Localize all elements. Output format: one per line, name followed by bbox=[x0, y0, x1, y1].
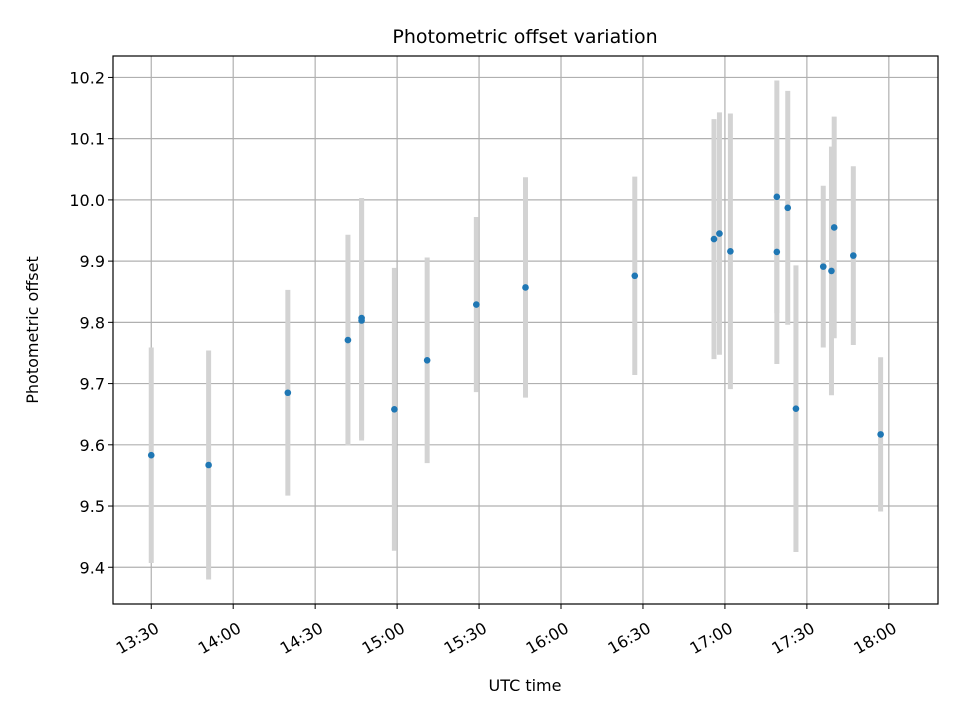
data-point bbox=[716, 230, 723, 237]
plot-frame bbox=[112, 55, 939, 605]
x-axis-title: UTC time bbox=[489, 676, 562, 695]
data-point bbox=[631, 272, 639, 280]
data-point bbox=[391, 405, 398, 413]
data-point bbox=[830, 224, 838, 231]
data-point bbox=[284, 389, 292, 397]
chart-title: Photometric offset variation bbox=[392, 26, 657, 48]
data-point bbox=[784, 204, 792, 212]
y-tick-label: 9.4 bbox=[80, 558, 105, 577]
data-point bbox=[358, 317, 365, 324]
data-point bbox=[522, 284, 529, 291]
data-point bbox=[877, 431, 884, 438]
data-point bbox=[792, 405, 800, 412]
y-tick-label: 9.8 bbox=[80, 313, 105, 332]
data-point bbox=[773, 248, 781, 256]
y-axis: 9.4 9.5 9.6 9.7 9.8 9.9 10.0 10.1 10.2 bbox=[69, 68, 113, 577]
data-point bbox=[473, 301, 480, 308]
data-point bbox=[828, 267, 835, 275]
data-point bbox=[147, 451, 155, 459]
data-point bbox=[205, 461, 212, 469]
data-point bbox=[710, 235, 718, 243]
y-tick-label: 10.2 bbox=[69, 68, 105, 87]
data-point bbox=[819, 263, 827, 270]
y-tick-label: 9.7 bbox=[80, 375, 105, 394]
data-point bbox=[344, 336, 352, 344]
data-point bbox=[423, 357, 431, 364]
data-point bbox=[727, 248, 734, 255]
y-tick-label: 9.5 bbox=[80, 497, 105, 516]
y-tick-label: 10.0 bbox=[69, 191, 105, 210]
data-point bbox=[773, 193, 781, 201]
y-tick-label: 10.1 bbox=[69, 130, 105, 149]
y-axis-title: Photometric offset bbox=[23, 256, 42, 404]
y-tick-label: 9.9 bbox=[80, 252, 105, 271]
data-points bbox=[147, 193, 884, 469]
y-tick-label: 9.6 bbox=[80, 436, 105, 455]
data-point bbox=[850, 252, 857, 259]
